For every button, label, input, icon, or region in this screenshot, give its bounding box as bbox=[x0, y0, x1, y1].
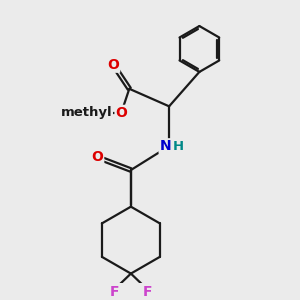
Text: O: O bbox=[116, 106, 127, 120]
Text: F: F bbox=[110, 285, 119, 299]
Text: O: O bbox=[92, 150, 104, 164]
Text: H: H bbox=[172, 140, 184, 153]
Text: methyl: methyl bbox=[61, 106, 112, 119]
Text: F: F bbox=[143, 285, 152, 299]
Text: O: O bbox=[107, 58, 119, 72]
Text: N: N bbox=[160, 139, 171, 153]
